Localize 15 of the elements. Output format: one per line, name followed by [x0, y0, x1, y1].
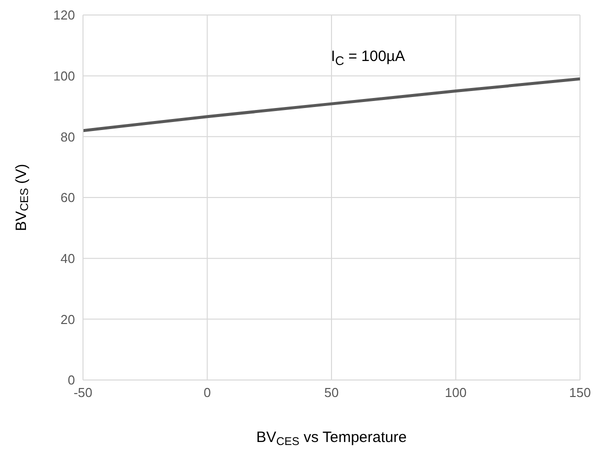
y-tick-label: 20: [60, 312, 75, 327]
y-tick-label: 60: [60, 190, 75, 206]
y-tick-label: 120: [53, 8, 75, 23]
x-axis-title: BV$_{CES}$ vs Temperature: [256, 429, 407, 448]
x-tick-label: 100: [444, 385, 467, 400]
x-tick-label: 150: [569, 385, 591, 400]
y-tick-label: 40: [60, 250, 75, 266]
x-tick-label: 0: [204, 385, 211, 400]
x-tick-label: -50: [74, 385, 92, 400]
y-tick-label: 80: [60, 129, 75, 144]
x-tick-label: 50: [324, 385, 339, 400]
y-tick-label: 0: [68, 372, 75, 388]
line-series: [83, 77, 580, 132]
annotation: I$_{C}$ = 100µA: [331, 48, 405, 68]
y-tick-label: 100: [53, 68, 75, 84]
